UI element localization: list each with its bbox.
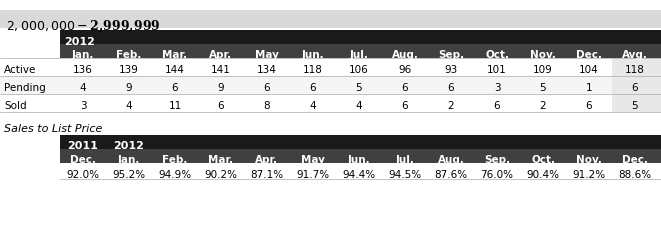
Bar [0,76,661,94]
Text: Jun.: Jun. [348,155,370,165]
Text: 6: 6 [217,101,224,111]
Text: 90.2%: 90.2% [204,170,237,180]
Text: Feb.: Feb. [163,155,188,165]
Bar [612,94,661,112]
Text: Aug.: Aug. [391,50,418,60]
Text: 104: 104 [579,65,599,75]
Text: Sales to List Price: Sales to List Price [4,124,102,134]
Text: Jul.: Jul. [395,155,414,165]
Text: Sold: Sold [4,101,26,111]
Text: Mar.: Mar. [208,155,233,165]
Bar [60,149,661,163]
Text: 94.4%: 94.4% [342,170,375,180]
Text: 2011: 2011 [67,141,98,151]
Text: 2: 2 [539,101,546,111]
Text: 6: 6 [172,83,178,93]
Text: 118: 118 [303,65,323,75]
Text: Feb.: Feb. [116,50,141,60]
Text: 95.2%: 95.2% [112,170,145,180]
Text: 4: 4 [356,101,362,111]
Text: 94.9%: 94.9% [159,170,192,180]
Text: 4: 4 [126,101,132,111]
Text: Jun.: Jun. [301,50,325,60]
Text: 6: 6 [632,83,639,93]
Text: Pending: Pending [4,83,46,93]
Text: 91.7%: 91.7% [296,170,330,180]
Text: 9: 9 [126,83,132,93]
Text: 94.5%: 94.5% [389,170,422,180]
Text: 5: 5 [632,101,639,111]
Text: 4: 4 [310,101,317,111]
Text: 3: 3 [494,83,500,93]
Bar [60,163,661,179]
Text: 8: 8 [264,101,270,111]
Text: Oct.: Oct. [485,50,509,60]
Text: Jul.: Jul. [350,50,368,60]
Text: 118: 118 [625,65,645,75]
Text: Aug.: Aug. [438,155,465,165]
Text: 2: 2 [447,101,454,111]
Text: Apr.: Apr. [255,155,278,165]
Bar [0,10,661,28]
Text: 93: 93 [444,65,457,75]
Text: Active: Active [4,65,36,75]
Text: Dec.: Dec. [622,155,648,165]
Text: 76.0%: 76.0% [481,170,514,180]
Text: 141: 141 [211,65,231,75]
Bar [0,58,661,76]
Text: 109: 109 [533,65,553,75]
Text: 92.0%: 92.0% [67,170,100,180]
Bar [60,44,661,58]
Bar [612,76,661,94]
Text: 3: 3 [80,101,87,111]
Text: 101: 101 [487,65,507,75]
Text: 91.2%: 91.2% [572,170,605,180]
Bar [60,135,661,149]
Text: 5: 5 [539,83,546,93]
Text: 9: 9 [217,83,224,93]
Text: 87.1%: 87.1% [251,170,284,180]
Text: Dec.: Dec. [70,155,96,165]
Text: May: May [301,155,325,165]
Text: May: May [255,50,279,60]
Text: 2012: 2012 [114,141,145,151]
Text: 6: 6 [310,83,317,93]
Text: Dec.: Dec. [576,50,602,60]
Text: 11: 11 [169,101,182,111]
Text: 139: 139 [119,65,139,75]
Text: 6: 6 [264,83,270,93]
Text: 6: 6 [494,101,500,111]
Text: 106: 106 [349,65,369,75]
Bar [60,30,661,44]
Text: 90.4%: 90.4% [527,170,559,180]
Text: 2012: 2012 [64,37,95,47]
Text: 6: 6 [402,83,408,93]
Text: Apr.: Apr. [210,50,233,60]
Text: 6: 6 [447,83,454,93]
Text: Nov.: Nov. [530,50,556,60]
Text: Oct.: Oct. [531,155,555,165]
Text: 144: 144 [165,65,185,75]
Text: Jan.: Jan. [118,155,140,165]
Text: 6: 6 [586,101,592,111]
Text: 1: 1 [586,83,592,93]
Text: Sep.: Sep. [438,50,464,60]
Text: 4: 4 [80,83,87,93]
Text: 6: 6 [402,101,408,111]
Text: 88.6%: 88.6% [619,170,652,180]
Text: 96: 96 [399,65,412,75]
Bar [612,58,661,76]
Text: 134: 134 [257,65,277,75]
Text: Jan.: Jan. [72,50,94,60]
Text: 5: 5 [356,83,362,93]
Text: $2,000,000 - $2,999,999: $2,000,000 - $2,999,999 [6,19,161,34]
Bar [0,94,661,112]
Text: Mar.: Mar. [163,50,188,60]
Text: 87.6%: 87.6% [434,170,467,180]
Text: Nov.: Nov. [576,155,602,165]
Text: Sep.: Sep. [484,155,510,165]
Text: 136: 136 [73,65,93,75]
Text: Avg.: Avg. [622,50,648,60]
